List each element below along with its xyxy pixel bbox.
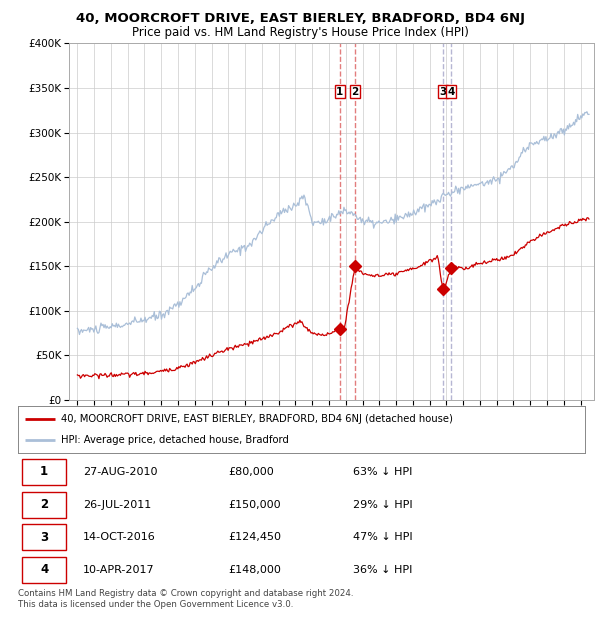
FancyBboxPatch shape — [22, 459, 66, 485]
Text: 27-AUG-2010: 27-AUG-2010 — [83, 467, 158, 477]
Text: £124,450: £124,450 — [228, 532, 281, 542]
Text: 63% ↓ HPI: 63% ↓ HPI — [353, 467, 412, 477]
Text: Price paid vs. HM Land Registry's House Price Index (HPI): Price paid vs. HM Land Registry's House … — [131, 26, 469, 39]
FancyBboxPatch shape — [22, 524, 66, 550]
Text: 2: 2 — [40, 498, 48, 511]
Text: HPI: Average price, detached house, Bradford: HPI: Average price, detached house, Brad… — [61, 435, 289, 445]
FancyBboxPatch shape — [22, 557, 66, 583]
Text: 29% ↓ HPI: 29% ↓ HPI — [353, 500, 412, 510]
Text: 1: 1 — [40, 466, 48, 479]
Text: This data is licensed under the Open Government Licence v3.0.: This data is licensed under the Open Gov… — [18, 600, 293, 609]
Text: 36% ↓ HPI: 36% ↓ HPI — [353, 565, 412, 575]
FancyBboxPatch shape — [22, 492, 66, 518]
Text: £80,000: £80,000 — [228, 467, 274, 477]
Text: 3: 3 — [439, 87, 446, 97]
Text: 47% ↓ HPI: 47% ↓ HPI — [353, 532, 412, 542]
Text: 4: 4 — [447, 87, 455, 97]
Text: 26-JUL-2011: 26-JUL-2011 — [83, 500, 151, 510]
Text: 4: 4 — [40, 563, 48, 576]
Text: 14-OCT-2016: 14-OCT-2016 — [83, 532, 156, 542]
Text: 40, MOORCROFT DRIVE, EAST BIERLEY, BRADFORD, BD4 6NJ (detached house): 40, MOORCROFT DRIVE, EAST BIERLEY, BRADF… — [61, 414, 452, 423]
Text: Contains HM Land Registry data © Crown copyright and database right 2024.: Contains HM Land Registry data © Crown c… — [18, 589, 353, 598]
Text: 10-APR-2017: 10-APR-2017 — [83, 565, 155, 575]
Text: 2: 2 — [352, 87, 359, 97]
Text: £150,000: £150,000 — [228, 500, 280, 510]
Text: 40, MOORCROFT DRIVE, EAST BIERLEY, BRADFORD, BD4 6NJ: 40, MOORCROFT DRIVE, EAST BIERLEY, BRADF… — [76, 12, 524, 25]
Text: 3: 3 — [40, 531, 48, 544]
Text: 1: 1 — [336, 87, 344, 97]
Text: £148,000: £148,000 — [228, 565, 281, 575]
